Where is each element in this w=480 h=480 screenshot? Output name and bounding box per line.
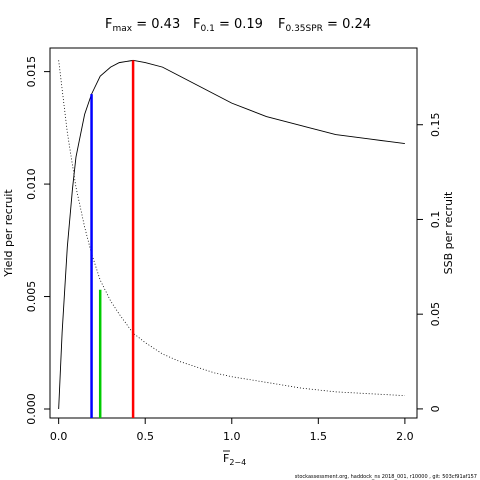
y-axis-right: 0 0.05 0.1 0.15 (417, 112, 442, 412)
header-stat-name: F (278, 17, 285, 32)
header-stat-sub: 0.1 (200, 24, 214, 34)
ssb-per-recruit-line (58, 60, 405, 397)
y-axis-right-label: SSB per recruit (442, 191, 455, 274)
x-tick-label: 2.0 (396, 430, 414, 443)
y-axis-left-label: Yield per recruit (2, 189, 15, 278)
x-tick-label: 0.0 (50, 430, 68, 443)
header-stat-value: 0.43 (151, 17, 180, 32)
y-left-tick-label: 0.005 (25, 281, 38, 313)
chart-header-stats: Fmax = 0.43 F0.1 = 0.19 F0.35SPR = 0.24 (105, 17, 371, 34)
series-layer (58, 59, 405, 410)
x-axis-label: F2−4 (223, 450, 246, 467)
y-left-tick-label: 0.010 (25, 168, 38, 200)
y-right-tick-label: 0 (429, 405, 442, 412)
y-right-tick-label: 0.15 (429, 112, 442, 137)
x-axis: 0.0 0.5 1.0 1.5 2.0 (50, 418, 414, 443)
header-stat-value: 0.19 (234, 17, 263, 32)
x-axis-label-text: F2−4 (223, 452, 246, 467)
x-axis-label-main: F (223, 452, 229, 465)
x-tick-label: 0.5 (136, 430, 154, 443)
header-stat-value: 0.24 (342, 17, 371, 32)
reference-lines (90, 60, 135, 418)
x-tick-label: 1.0 (223, 430, 241, 443)
y-left-tick-label: 0.015 (25, 56, 38, 88)
y-right-tick-label: 0.05 (429, 302, 442, 327)
plot-frame (49, 47, 418, 419)
yield-per-recruit-line (58, 59, 405, 410)
header-stat-2: F0.35SPR = 0.24 (278, 17, 371, 34)
y-right-tick-label: 0.1 (429, 211, 442, 229)
header-stat-name: F (105, 17, 112, 32)
header-stat-sub: 0.35SPR (285, 24, 322, 34)
y-axis-left: 0.000 0.005 0.010 0.015 (25, 56, 50, 425)
footer-note: stockassessment.org, haddock_ns 2018_001… (295, 474, 477, 480)
header-stat-0: Fmax = 0.43 (105, 17, 180, 34)
header-stat-name: F (193, 17, 200, 32)
header-stat-eq: = (323, 17, 342, 32)
header-stat-sub: max (112, 24, 132, 34)
x-axis-label-sub: 2−4 (229, 458, 246, 467)
y-left-tick-label: 0.000 (25, 393, 38, 425)
header-stat-eq: = (132, 17, 151, 32)
header-stat-1: F0.1 = 0.19 (193, 17, 263, 34)
header-stat-eq: = (215, 17, 234, 32)
x-tick-label: 1.5 (310, 430, 328, 443)
